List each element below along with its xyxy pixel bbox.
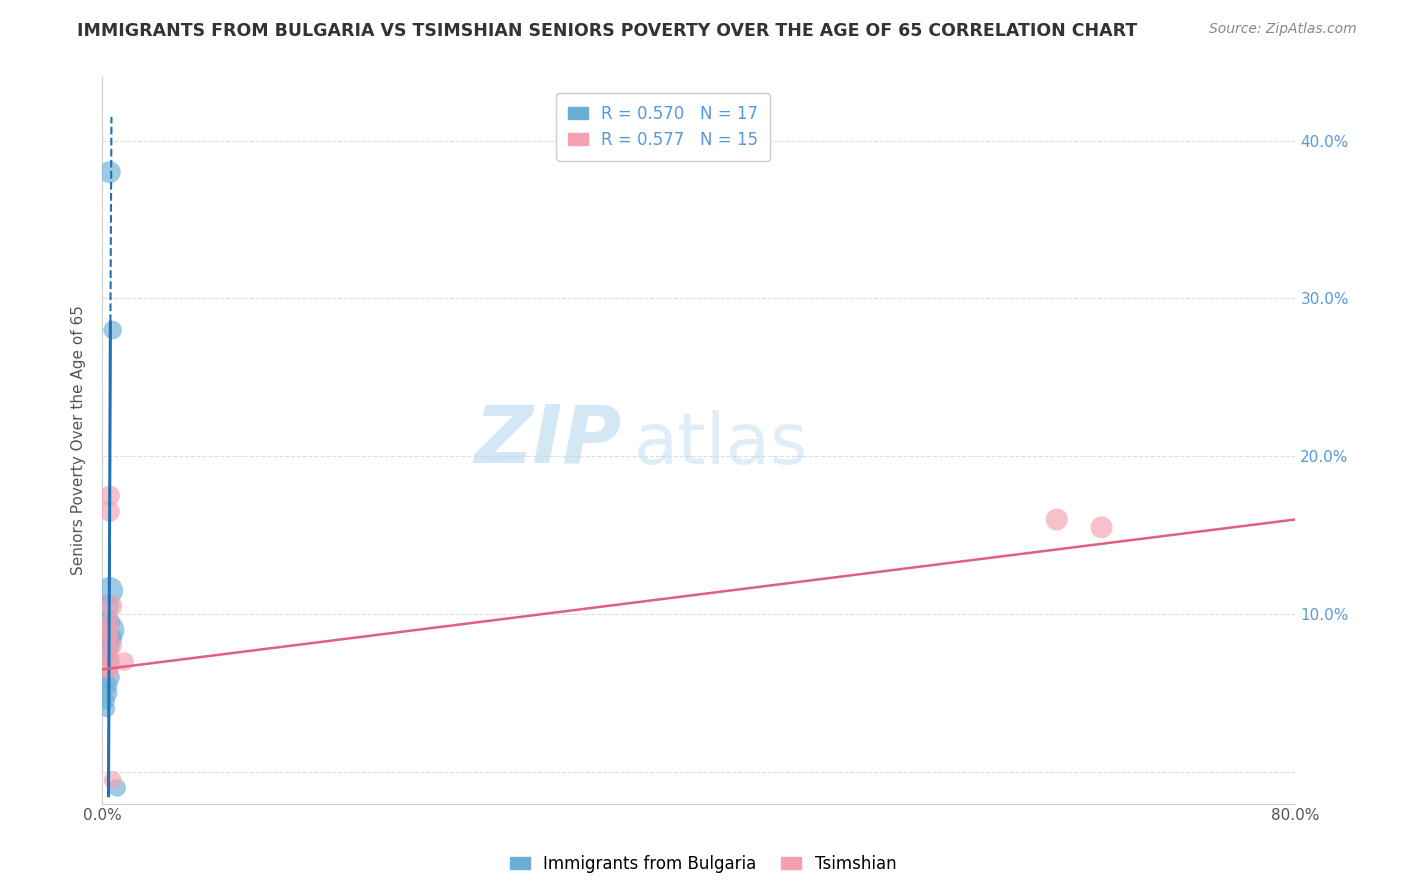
Text: Source: ZipAtlas.com: Source: ZipAtlas.com — [1209, 22, 1357, 37]
Point — [97, 686, 120, 700]
Point — [101, 323, 124, 337]
Point — [1046, 512, 1069, 526]
Point — [96, 639, 118, 653]
Point — [98, 165, 121, 179]
Point — [96, 662, 118, 676]
Point — [98, 505, 121, 519]
Legend: R = 0.570   N = 17, R = 0.577   N = 15: R = 0.570 N = 17, R = 0.577 N = 15 — [557, 93, 770, 161]
Legend: Immigrants from Bulgaria, Tsimshian: Immigrants from Bulgaria, Tsimshian — [503, 848, 903, 880]
Point — [97, 678, 120, 692]
Point — [98, 647, 121, 661]
Point — [98, 489, 121, 503]
Point — [114, 655, 136, 669]
Point — [96, 694, 118, 708]
Point — [98, 615, 121, 629]
Y-axis label: Seniors Poverty Over the Age of 65: Seniors Poverty Over the Age of 65 — [72, 306, 86, 575]
Point — [98, 655, 121, 669]
Point — [100, 631, 122, 645]
Point — [97, 623, 120, 637]
Point — [98, 623, 121, 637]
Point — [96, 647, 118, 661]
Point — [97, 599, 120, 614]
Text: atlas: atlas — [633, 409, 807, 479]
Point — [97, 631, 120, 645]
Point — [101, 639, 124, 653]
Point — [1090, 520, 1112, 534]
Point — [97, 615, 120, 629]
Point — [101, 772, 124, 787]
Point — [98, 670, 121, 684]
Point — [105, 780, 128, 795]
Text: IMMIGRANTS FROM BULGARIA VS TSIMSHIAN SENIORS POVERTY OVER THE AGE OF 65 CORRELA: IMMIGRANTS FROM BULGARIA VS TSIMSHIAN SE… — [77, 22, 1137, 40]
Point — [97, 655, 120, 669]
Point — [98, 662, 121, 676]
Text: ZIP: ZIP — [474, 401, 621, 480]
Point — [98, 583, 121, 598]
Point — [96, 702, 118, 716]
Point — [97, 662, 120, 676]
Point — [100, 599, 122, 614]
